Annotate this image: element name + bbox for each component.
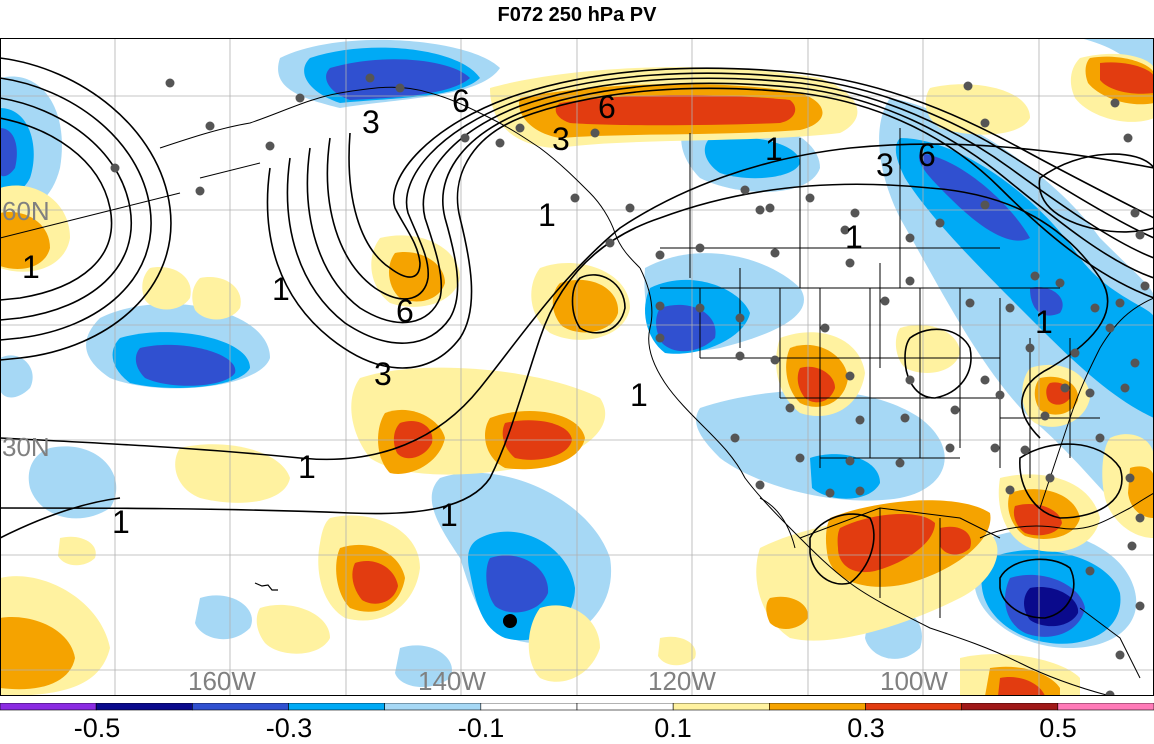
contour-label: 3 bbox=[552, 121, 570, 157]
colorbar-tick-label: -0.3 bbox=[266, 713, 313, 739]
contour-label: 6 bbox=[452, 83, 470, 119]
colorbar-tick-label: 0.3 bbox=[847, 713, 885, 739]
lon-label-100w: 100W bbox=[880, 666, 948, 696]
colorbar-swatch bbox=[95, 702, 193, 711]
colorbar-labels: -0.5 -0.3 -0.1 0.1 0.3 0.5 bbox=[74, 713, 1077, 743]
colorbar-swatch bbox=[961, 702, 1059, 711]
colorbar-tick-label: 0.5 bbox=[1039, 713, 1077, 739]
colorbar: -0.5 -0.3 -0.1 0.1 0.3 0.5 bbox=[0, 702, 1154, 743]
contour-label: 1 bbox=[845, 219, 863, 255]
pv-anomaly-shading bbox=[0, 38, 1154, 696]
colorbar-swatch bbox=[480, 702, 578, 711]
colorbar-swatch bbox=[384, 702, 482, 711]
grid-labels: 60N 30N 160W 140W 120W 100W bbox=[2, 196, 948, 696]
pv-contours bbox=[0, 57, 1154, 619]
colorbar-swatch bbox=[0, 702, 97, 711]
colorbar-swatch bbox=[192, 702, 289, 711]
contour-label: 6 bbox=[396, 293, 414, 329]
lon-label-140w: 140W bbox=[418, 666, 486, 696]
contour-label: 1 bbox=[1035, 304, 1053, 340]
map-title: F072 250 hPa PV bbox=[497, 4, 657, 26]
colorbar-swatch bbox=[865, 702, 962, 711]
colorbar-tick-label: -0.5 bbox=[74, 713, 121, 739]
colorbar-swatch bbox=[576, 702, 674, 711]
colorbar-swatches bbox=[0, 702, 1154, 711]
contour-label: 3 bbox=[362, 104, 380, 140]
contour-label: 1 bbox=[765, 131, 783, 167]
contour-label: 1 bbox=[22, 249, 40, 285]
lon-label-160w: 160W bbox=[188, 666, 256, 696]
contour-labels: 3 6 6 3 1 3 6 1 1 6 3 1 1 1 1 1 1 1 bbox=[22, 83, 1053, 540]
lat-lon-grid bbox=[0, 38, 1154, 696]
contour-label: 1 bbox=[630, 377, 648, 413]
contour-label: 1 bbox=[298, 449, 316, 485]
colorbar-swatch bbox=[1057, 702, 1154, 711]
lat-label-60n: 60N bbox=[2, 196, 50, 226]
pv-map: 3 6 6 3 1 3 6 1 1 6 3 1 1 1 1 1 1 1 60N … bbox=[0, 38, 1154, 696]
contour-label: 3 bbox=[374, 356, 392, 392]
contour-label: 1 bbox=[538, 197, 556, 233]
contour-label: 3 bbox=[876, 147, 894, 183]
contour-label: 6 bbox=[598, 89, 616, 125]
colorbar-swatch bbox=[672, 702, 770, 711]
contour-label: 1 bbox=[272, 271, 290, 307]
colorbar-tick-label: 0.1 bbox=[654, 713, 692, 739]
contour-label: 1 bbox=[440, 497, 458, 533]
lon-label-120w: 120W bbox=[648, 666, 716, 696]
colorbar-swatch bbox=[769, 702, 866, 711]
colorbar-swatch bbox=[288, 702, 385, 711]
station-markers bbox=[110, 73, 1150, 696]
contour-label: 1 bbox=[112, 504, 130, 540]
colorbar-tick-label: -0.1 bbox=[458, 713, 505, 739]
contour-label: 6 bbox=[918, 137, 936, 173]
lat-label-30n: 30N bbox=[2, 432, 50, 462]
